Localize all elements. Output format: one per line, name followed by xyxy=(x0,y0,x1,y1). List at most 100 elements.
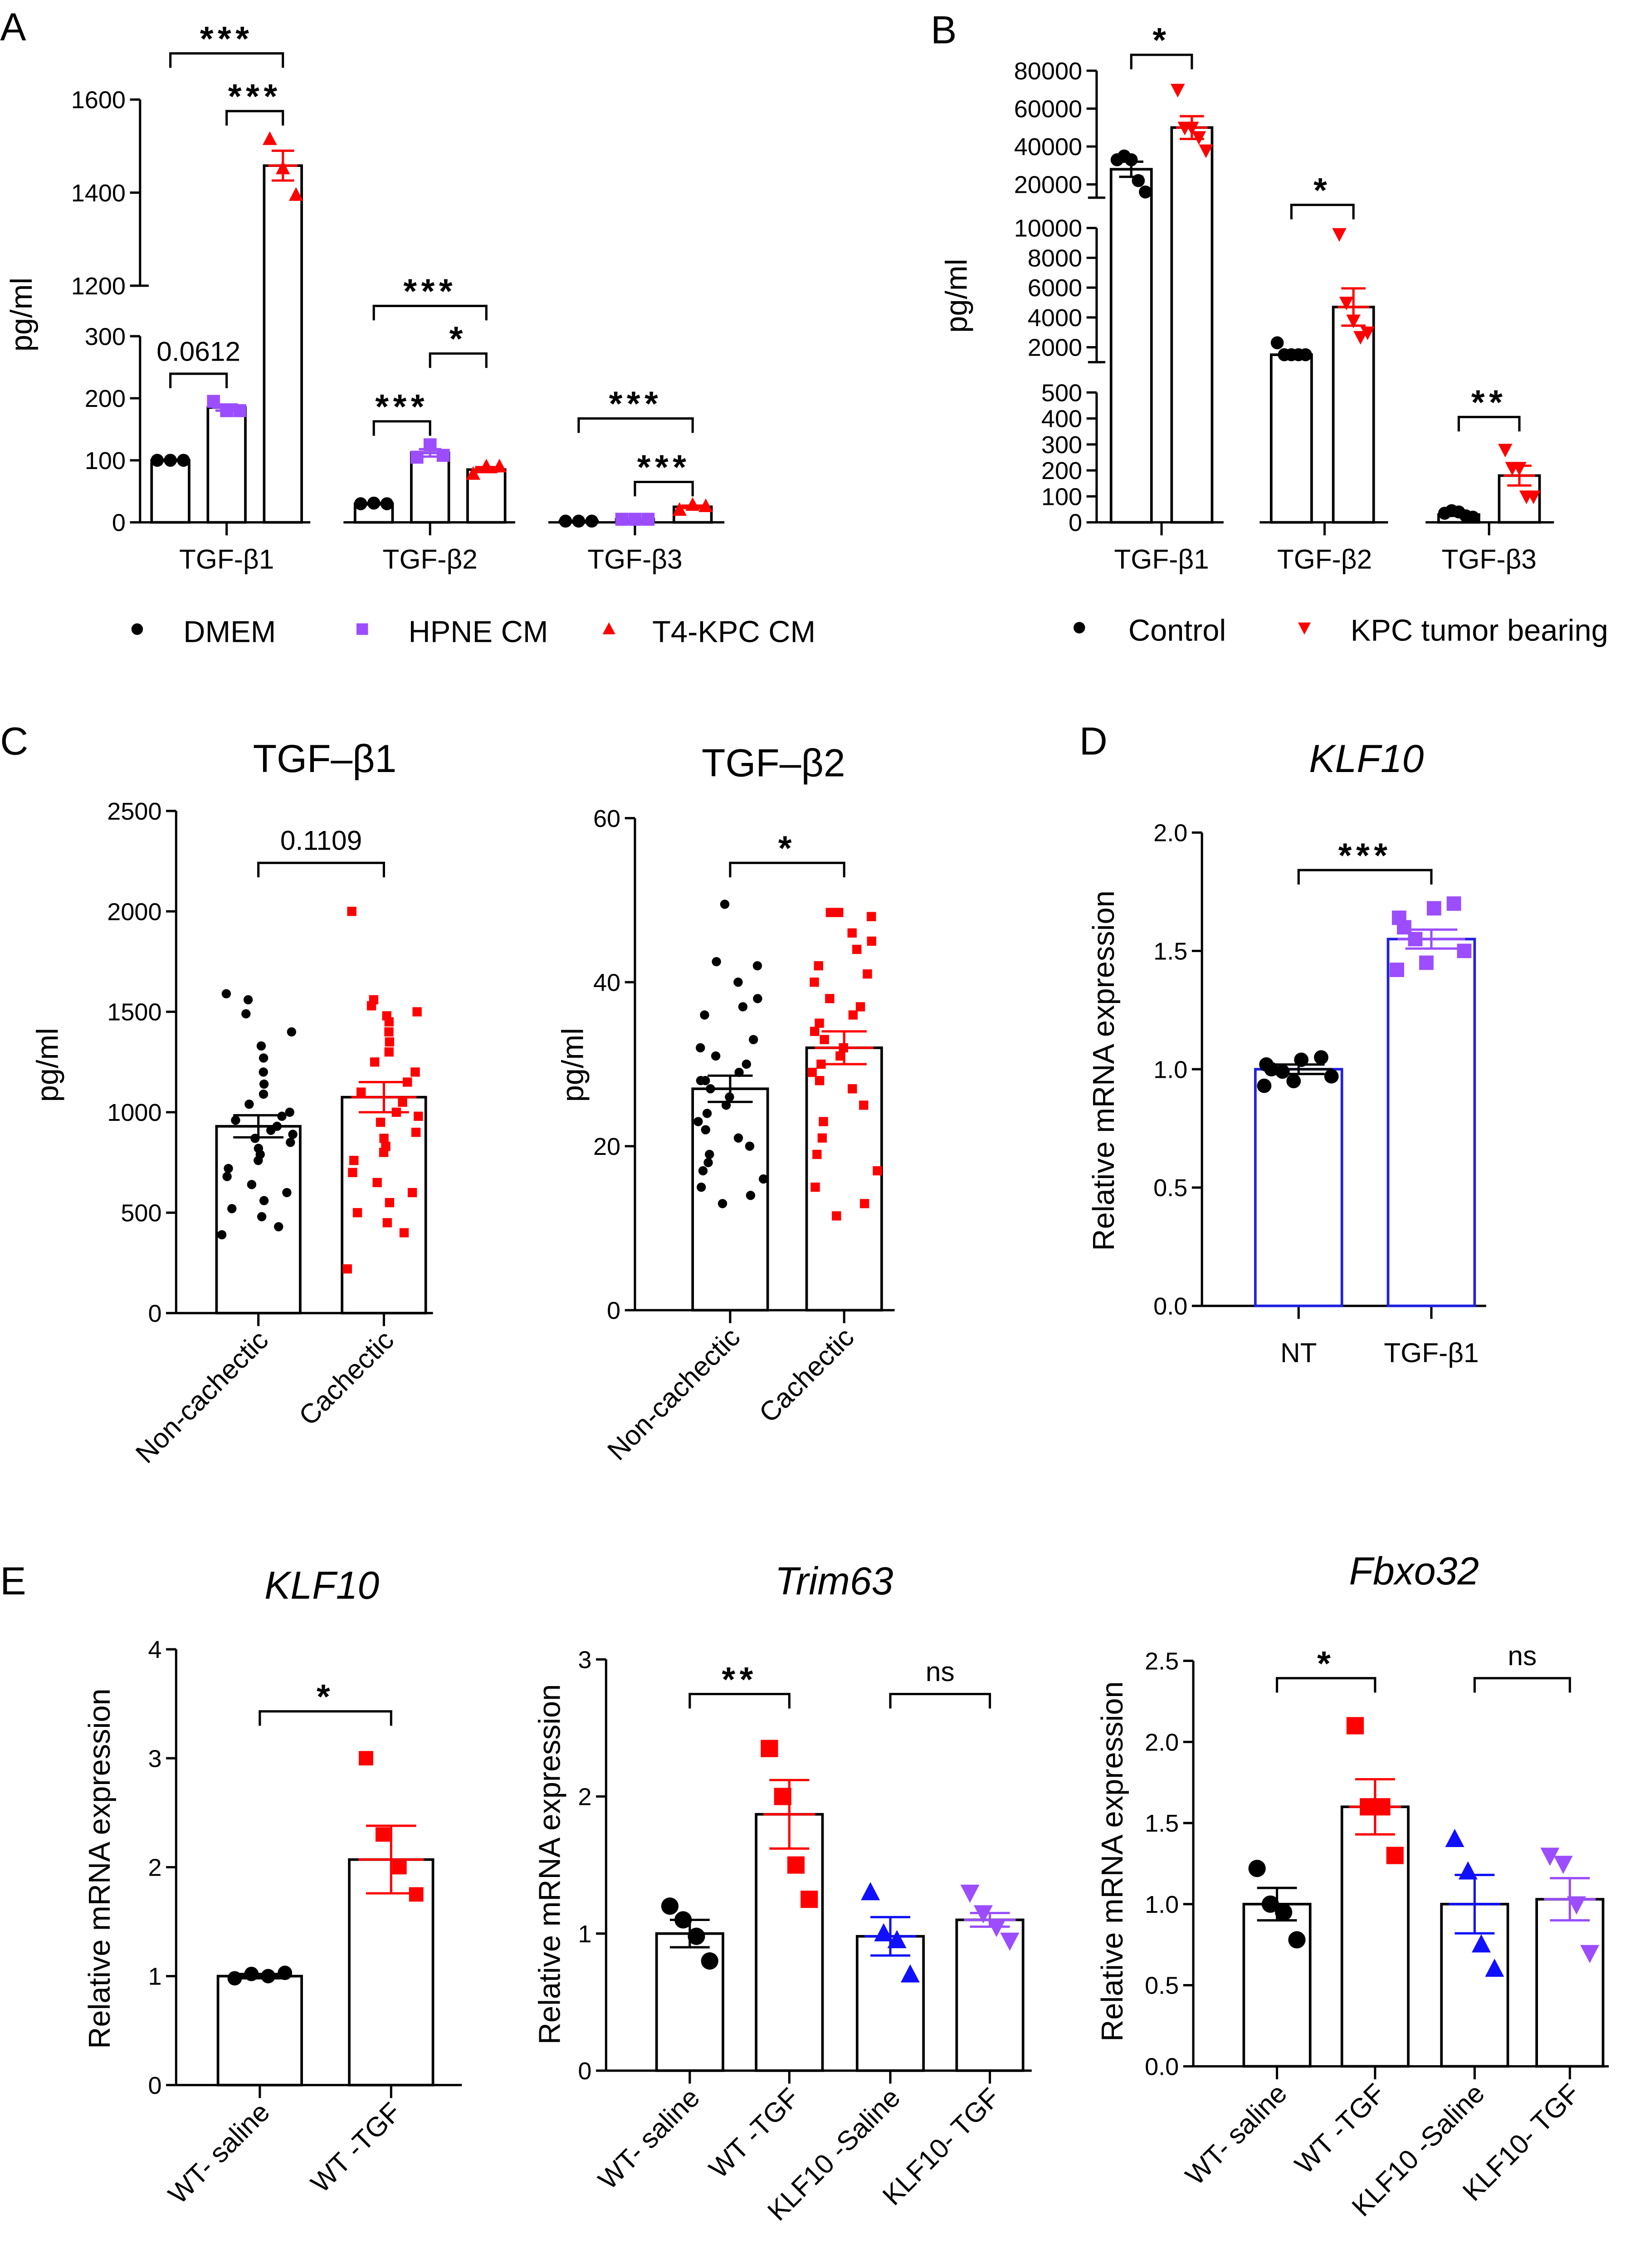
data-point xyxy=(414,1111,423,1121)
data-point xyxy=(376,1117,386,1127)
significance-label: *** xyxy=(228,78,282,116)
y-tick-label: 2 xyxy=(578,1784,591,1811)
y-tick-label: 100 xyxy=(85,447,126,474)
panel-letter: A xyxy=(0,5,26,49)
data-point xyxy=(1257,1078,1272,1093)
significance-bracket xyxy=(688,1693,791,1709)
data-point xyxy=(820,1035,829,1045)
panel-letter: E xyxy=(0,1559,26,1603)
data-point xyxy=(733,978,743,987)
data-point xyxy=(288,1129,298,1139)
significance-bracket xyxy=(1290,204,1355,220)
data-point xyxy=(385,1198,395,1207)
y-tick-label: 1200 xyxy=(71,273,126,300)
data-point xyxy=(288,187,303,201)
x-tick-label: Non-cachectic xyxy=(129,1325,274,1469)
bar xyxy=(691,1087,769,1312)
data-point xyxy=(787,1856,805,1874)
data-point xyxy=(852,944,862,954)
bar-group xyxy=(1242,1860,1312,2068)
y-tick-label: 1500 xyxy=(107,999,161,1026)
data-point xyxy=(807,1067,817,1077)
y-tick-label: 2.0 xyxy=(1145,1729,1179,1756)
y-tick-label: 0 xyxy=(148,2072,161,2099)
data-point xyxy=(700,1010,709,1020)
y-tick-label: 1.0 xyxy=(1145,1891,1179,1918)
data-point xyxy=(701,1952,718,1970)
data-point xyxy=(1540,1848,1560,1866)
y-tick-label: 1.0 xyxy=(1153,1056,1187,1083)
y-tick-label: 10000 xyxy=(1014,215,1082,242)
data-point xyxy=(1170,83,1185,98)
bar-group xyxy=(216,1965,303,2087)
bar-group xyxy=(263,131,303,524)
data-point xyxy=(712,957,721,967)
data-point xyxy=(274,1222,283,1232)
y-tick-label: 4000 xyxy=(1028,304,1082,332)
data-point xyxy=(1139,185,1152,199)
data-point xyxy=(1472,1934,1491,1953)
x-tick-label: WT -TGF xyxy=(1289,2077,1391,2180)
bar xyxy=(855,1935,925,2072)
data-point xyxy=(1353,331,1368,345)
data-point xyxy=(860,1199,869,1208)
y-tick-label: 300 xyxy=(1041,431,1082,459)
x-tick-label: TGF-β1 xyxy=(1384,1337,1479,1368)
y-tick-label: 0.0 xyxy=(1145,2053,1179,2080)
data-point xyxy=(752,961,762,971)
data-point xyxy=(256,1041,266,1051)
y-axis-label: pg/ml xyxy=(556,1028,590,1102)
data-point xyxy=(224,1163,233,1173)
y-tick-label: 2000 xyxy=(107,898,161,925)
chart-3: TGF–β2 pg/ml 0 20 40 60 Non-cachectic Cachectic… xyxy=(556,741,895,1466)
significance-bracket xyxy=(729,861,845,878)
data-point xyxy=(1000,1932,1020,1951)
data-point xyxy=(834,908,844,917)
data-point xyxy=(259,1067,268,1077)
data-point xyxy=(1360,326,1375,340)
x-tick-label: WT- saline xyxy=(1179,2077,1293,2191)
data-point xyxy=(410,1067,420,1077)
bar-group xyxy=(672,497,713,524)
y-tick-label: 0 xyxy=(1069,509,1082,537)
data-point xyxy=(379,1148,389,1157)
data-point xyxy=(867,912,876,921)
data-point xyxy=(286,1138,295,1147)
data-point xyxy=(718,1199,727,1208)
data-point xyxy=(693,1117,703,1126)
chart-2: C TGF–β1 pg/ml 0 500 1000 1500 2000 2500 Non-cach… xyxy=(0,720,433,1469)
y-tick-label: 200 xyxy=(1041,457,1082,484)
bar xyxy=(755,1813,824,2072)
y-tick-label: 100 xyxy=(1041,483,1082,510)
data-point xyxy=(819,1117,828,1126)
data-point xyxy=(217,1230,227,1240)
y-tick-label: 20 xyxy=(593,1133,620,1160)
data-point xyxy=(384,1047,394,1057)
data-point xyxy=(398,1097,407,1107)
data-point xyxy=(241,1009,251,1019)
data-point xyxy=(697,1183,706,1192)
legend-marker xyxy=(1298,622,1311,635)
y-tick-label: 0 xyxy=(112,509,126,537)
significance-label: ns xyxy=(926,1656,955,1687)
data-point xyxy=(227,1204,237,1213)
y-tick-label: 300 xyxy=(85,323,126,350)
data-point xyxy=(282,1188,292,1198)
data-point xyxy=(207,395,220,408)
data-point xyxy=(810,978,819,987)
data-point xyxy=(1275,1903,1293,1921)
data-point xyxy=(259,1089,268,1099)
y-tick-label: 0.0 xyxy=(1153,1293,1187,1320)
legend-label: Control xyxy=(1128,614,1226,647)
significance-bracket xyxy=(1457,415,1521,432)
data-point xyxy=(711,1051,721,1061)
y-tick-label: 60 xyxy=(593,805,620,832)
legend-label: DMEM xyxy=(183,616,276,649)
x-tick-label: NT xyxy=(1280,1337,1317,1368)
x-tick-label: TGF-β3 xyxy=(1441,543,1536,574)
data-point xyxy=(960,1884,980,1903)
significance-label: * xyxy=(1317,1644,1335,1683)
data-point xyxy=(861,1882,880,1901)
y-tick-label: 2.0 xyxy=(1153,820,1187,847)
data-point xyxy=(825,908,835,917)
